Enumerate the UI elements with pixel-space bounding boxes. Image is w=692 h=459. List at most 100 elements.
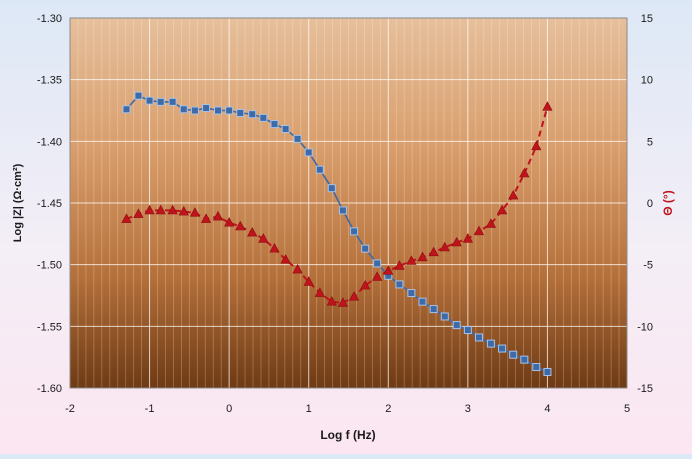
- impedance-point: [543, 367, 552, 376]
- impedance-point: [168, 97, 177, 106]
- impedance-point: [509, 350, 518, 359]
- phase-point: [200, 213, 212, 223]
- impedance-point: [350, 227, 359, 236]
- impedance-point: [429, 305, 438, 314]
- phase-point: [383, 265, 394, 275]
- phase-point: [303, 276, 314, 286]
- impedance-point: [259, 113, 268, 122]
- impedance-point: [293, 134, 302, 143]
- phase-point: [235, 220, 246, 231]
- y-axis-left-title: Log |Z| (Ω·cm²): [12, 163, 24, 242]
- phase-point: [292, 263, 303, 274]
- impedance-point: [361, 244, 370, 253]
- impedance-point: [236, 108, 245, 117]
- y-right-tick-label: 15: [641, 13, 653, 25]
- impedance-point: [407, 289, 416, 298]
- impedance-point: [179, 105, 188, 114]
- impedance-point: [304, 148, 313, 157]
- y-left-tick-label: -1.50: [37, 260, 62, 272]
- y-left-tick-label: -1.60: [37, 383, 62, 395]
- impedance-point: [214, 106, 223, 115]
- phase-point: [269, 243, 280, 253]
- x-tick-label: 5: [624, 403, 630, 415]
- y-right-tick-label: 10: [641, 75, 653, 87]
- y-right-tick-label: -5: [643, 260, 653, 272]
- impedance-point: [520, 355, 529, 364]
- phase-point: [258, 233, 269, 243]
- impedance-point: [327, 184, 336, 193]
- phase-point: [212, 210, 224, 221]
- impedance-point: [440, 312, 449, 321]
- impedance-point: [395, 280, 404, 289]
- y-left-tick-label: -1.55: [37, 321, 62, 333]
- phase-point: [224, 217, 235, 227]
- phase-point: [189, 207, 201, 217]
- impedance-point: [122, 105, 131, 114]
- impedance-point: [498, 344, 507, 353]
- y-right-tick-label: -10: [637, 321, 653, 333]
- phase-point: [133, 208, 144, 218]
- phase-point: [167, 204, 178, 215]
- phase-point: [496, 204, 508, 215]
- phase-point: [428, 246, 439, 257]
- impedance-point: [463, 326, 472, 335]
- phase-point: [372, 271, 383, 281]
- x-tick-label: 2: [385, 403, 391, 415]
- x-tick-label: 4: [544, 403, 550, 415]
- impedance-point: [418, 297, 427, 306]
- y-right-tick-label: -15: [637, 383, 653, 395]
- phase-point: [473, 225, 485, 236]
- x-tick-label: 1: [306, 403, 312, 415]
- impedance-point: [225, 106, 234, 115]
- phase-point: [348, 291, 360, 301]
- impedance-point: [190, 106, 199, 115]
- impedance-point: [248, 110, 257, 119]
- y-left-tick-label: -1.35: [37, 75, 62, 87]
- phase-point: [531, 140, 542, 151]
- y-left-tick-label: -1.40: [37, 136, 62, 148]
- phase-point: [326, 296, 337, 306]
- phase-point: [439, 241, 450, 252]
- impedance-point: [270, 120, 279, 129]
- phase-point: [519, 167, 530, 178]
- x-tick-label: 3: [465, 403, 471, 415]
- phase-point: [247, 226, 258, 237]
- phase-point: [121, 213, 132, 223]
- phase-point: [360, 280, 371, 290]
- phase-point: [394, 260, 405, 270]
- y-left-tick-label: -1.45: [37, 198, 62, 210]
- phase-point: [417, 251, 428, 262]
- phase-point: [337, 297, 349, 307]
- y-right-tick-label: 0: [647, 198, 653, 210]
- impedance-point: [338, 206, 347, 215]
- impedance-point: [486, 339, 495, 348]
- phase-point: [314, 287, 325, 297]
- phase-point: [155, 204, 166, 215]
- impedance-point: [281, 125, 290, 133]
- impedance-point: [532, 363, 541, 372]
- y-left-tick-label: -1.30: [37, 13, 62, 25]
- phase-point: [462, 233, 473, 243]
- impedance-point: [134, 91, 143, 100]
- phase-point: [542, 101, 553, 111]
- phase-point: [406, 255, 417, 265]
- phase-point: [485, 218, 497, 228]
- impedance-point: [145, 96, 154, 105]
- y-axis-right-title: Θ (°): [661, 190, 675, 215]
- phase-point: [144, 204, 155, 215]
- impedance-point: [315, 165, 324, 174]
- axes: -2 -1 0 1 2 3 4 5-1.60-1.55-1.50-1.45-1.40-1.35…: [37, 13, 653, 415]
- phase-point: [280, 254, 291, 264]
- x-tick-label: -1: [145, 403, 155, 415]
- impedance-point: [373, 259, 382, 268]
- phase-point: [178, 206, 189, 216]
- impedance-point: [202, 104, 211, 113]
- y-right-tick-label: 5: [647, 136, 653, 148]
- x-tick-label: -2: [65, 403, 75, 415]
- impedance-point: [474, 333, 483, 342]
- plot-border: [69, 17, 628, 389]
- x-tick-label: 0: [226, 403, 232, 415]
- x-axis-title: Log f (Hz): [320, 428, 375, 442]
